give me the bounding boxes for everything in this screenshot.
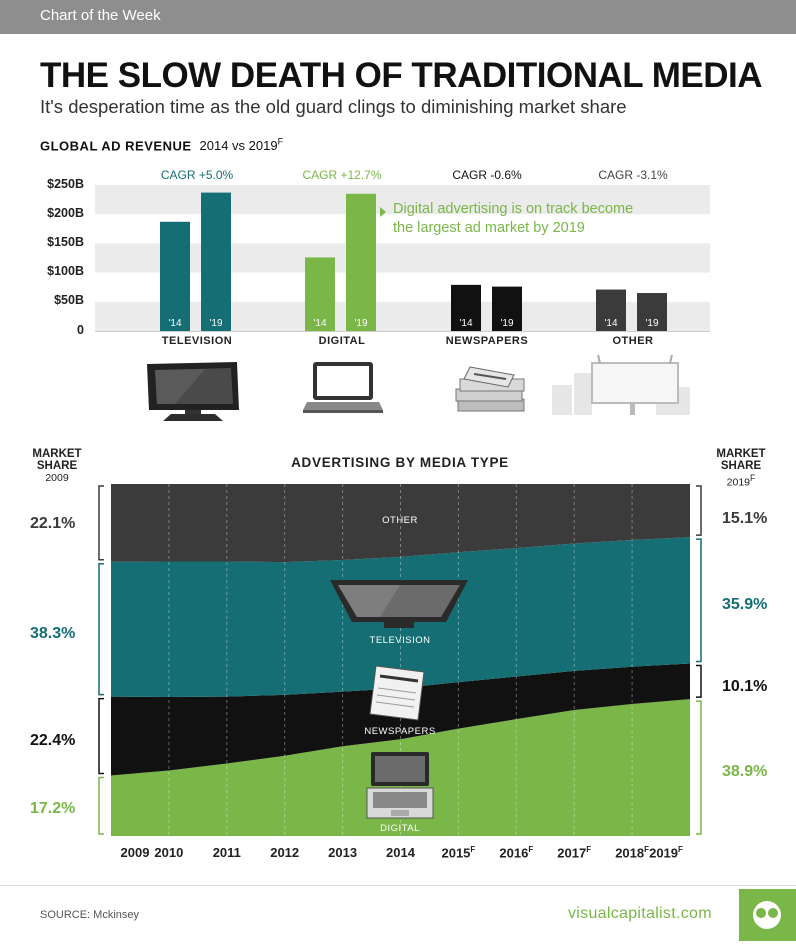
share-2019-television: 35.9% (722, 596, 768, 613)
right-bracket-television (696, 538, 702, 663)
y-tick-250: $250B (47, 177, 84, 191)
y-tick-150: $150B (47, 235, 84, 249)
bar-digital-2019 (346, 193, 376, 331)
share-2009-other: 22.1% (30, 515, 76, 532)
cagr-television: CAGR +5.0% (160, 168, 234, 182)
category-digital: DIGITAL (318, 335, 366, 347)
bar-year-label: '14 (459, 318, 472, 329)
left-bracket-digital (98, 776, 104, 835)
grid-band (95, 185, 710, 215)
cagr-other: CAGR -3.1% (598, 168, 668, 182)
market-share-2009-header: MARKET SHARE 2009 (32, 448, 82, 484)
x-year-2016: 2016F (499, 845, 534, 861)
x-year-2017: 2017F (557, 845, 592, 861)
share-2009-newspapers: 22.4% (30, 732, 76, 749)
area-newspapers (111, 663, 690, 776)
area-label-television: TELEVISION (369, 635, 431, 646)
bar-television-2014 (160, 221, 190, 331)
annotation-arrow-icon (380, 207, 386, 217)
bar-newspapers-2019 (492, 286, 522, 331)
bar-chart-title: GLOBAL AD REVENUE 2014 vs 2019F (40, 137, 283, 153)
bar-year-label: '19 (209, 318, 222, 329)
x-year-2018: 2018F (615, 845, 649, 861)
y-tick-0: 0 (77, 323, 84, 337)
y-tick-100: $100B (47, 264, 84, 278)
market-share-2019-header: MARKET SHARE 2019F (716, 448, 766, 489)
area-chart-title: ADVERTISING BY MEDIA TYPE (291, 455, 509, 470)
bar-television-2019 (201, 192, 231, 331)
x-year-2012: 2012 (270, 845, 300, 860)
share-2019-other: 15.1% (722, 510, 768, 527)
television-icon (147, 362, 239, 421)
bar-newspapers-2014 (451, 284, 481, 331)
area-label-newspapers: NEWSPAPERS (364, 726, 436, 737)
bar-chart-title-text: GLOBAL AD REVENUE (40, 138, 192, 154)
cagr-digital: CAGR +12.7% (302, 168, 382, 182)
category-television: TELEVISION (161, 335, 233, 347)
digital-annotation: Digital advertising is on track become t… (393, 201, 634, 236)
category-other: OTHER (612, 335, 654, 347)
bar-other-2014 (596, 289, 626, 331)
source-note: SOURCE: Mckinsey (40, 909, 140, 921)
share-2009-television: 38.3% (30, 625, 76, 642)
bar-chart-compare: 2014 vs 2019F (199, 137, 284, 154)
page-title: THE SLOW DEATH OF TRADITIONAL MEDIA (40, 56, 763, 95)
banner-text: Chart of the Week (40, 7, 161, 24)
bar-digital-2014 (305, 257, 335, 331)
bar-other-2019 (637, 293, 667, 331)
x-year-2010: 2010 (154, 845, 184, 860)
x-year-2019: 2019F (649, 845, 683, 861)
area-label-other: OTHER (382, 515, 418, 526)
bar-year-label: '19 (500, 318, 513, 329)
bar-year-label: '14 (604, 318, 617, 329)
left-bracket-other (98, 485, 104, 561)
right-bracket-digital (696, 700, 702, 835)
bar-year-label: '14 (313, 318, 326, 329)
laptop-area-icon (366, 752, 434, 819)
right-bracket-other (696, 485, 702, 536)
x-year-2013: 2013 (328, 845, 358, 860)
grid-band (95, 243, 710, 273)
brand-logo-icon (739, 889, 796, 941)
share-2009-digital: 17.2% (30, 800, 76, 817)
share-2019-digital: 38.9% (722, 763, 768, 780)
billboard-icon (552, 354, 690, 415)
right-bracket-newspapers (696, 664, 702, 698)
bar-year-label: '14 (168, 318, 181, 329)
chart-of-the-week-banner: Chart of the Week (0, 0, 796, 34)
brand-link[interactable]: visualcapitalist.com (568, 905, 712, 922)
newspapers-icon (455, 366, 525, 412)
newspaper-area-icon (369, 665, 425, 721)
area-label-digital: DIGITAL (380, 823, 420, 834)
cagr-newspapers: CAGR -0.6% (452, 168, 522, 182)
bar-chart: '14 '19 '14 '19 '14 '19 '14 '19 (95, 185, 710, 332)
left-bracket-newspapers (98, 697, 104, 775)
category-newspapers: NEWSPAPERS (445, 335, 529, 347)
page-subtitle: It's desperation time as the old guard c… (40, 96, 627, 117)
x-year-2014: 2014 (386, 845, 415, 860)
share-2019-newspapers: 10.1% (722, 678, 768, 695)
x-year-2009: 2009 (120, 845, 150, 860)
left-bracket-television (98, 563, 104, 696)
x-year-2015: 2015F (441, 845, 476, 861)
x-year-2011: 2011 (212, 845, 241, 860)
bar-year-label: '19 (645, 318, 658, 329)
y-tick-200: $200B (47, 206, 84, 220)
television-area-icon (330, 580, 468, 628)
bar-year-label: '19 (354, 318, 367, 329)
footer-divider (0, 885, 796, 886)
y-tick-50: $50B (54, 293, 84, 307)
area-other (111, 484, 690, 563)
laptop-icon (303, 362, 383, 413)
